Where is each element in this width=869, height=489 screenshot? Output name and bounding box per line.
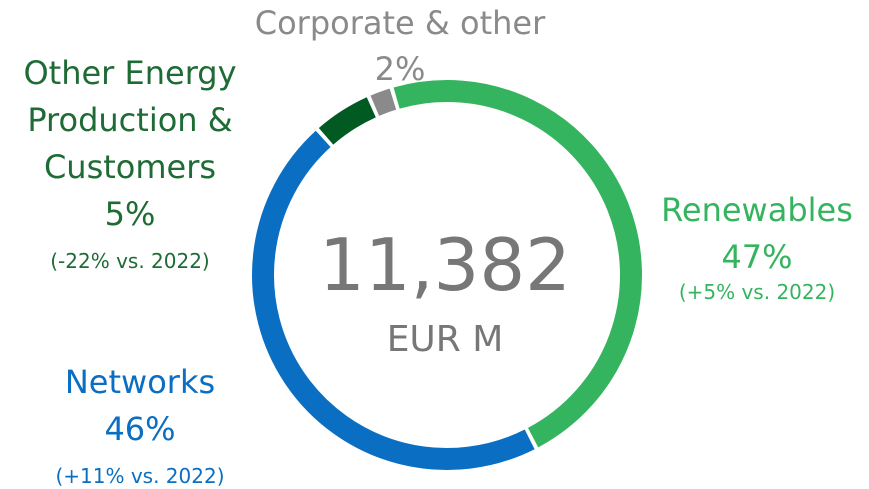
segment-label: Corporate & other 2% (220, 0, 580, 93)
segment-label: Networks 46% (+11% vs. 2022) (10, 359, 270, 489)
donut-segment (370, 88, 397, 116)
percent-label: 46% (104, 410, 176, 448)
segment-label: Other Energy Production & Customers 5% (-2… (5, 50, 255, 278)
category-name: Networks (64, 363, 216, 401)
center-unit: EUR M (387, 319, 504, 360)
percent-label: 47% (721, 238, 793, 276)
category-name: Corporate & other (254, 4, 546, 42)
segment-label: Renewables 47% (+5% vs. 2022) (627, 187, 869, 309)
change-note: (-22% vs. 2022) (50, 249, 210, 273)
center-value: 11,382 (319, 223, 571, 307)
percent-label: 2% (374, 50, 426, 88)
percent-label: 5% (104, 195, 156, 233)
category-name: Renewables (661, 191, 853, 229)
change-note: (+11% vs. 2022) (55, 464, 225, 488)
donut-segment (393, 80, 642, 448)
category-name: Other Energy Production & Customers (23, 54, 237, 186)
donut-segment (318, 97, 377, 145)
donut-segment (252, 130, 535, 470)
change-note: (+5% vs. 2022) (678, 280, 836, 304)
